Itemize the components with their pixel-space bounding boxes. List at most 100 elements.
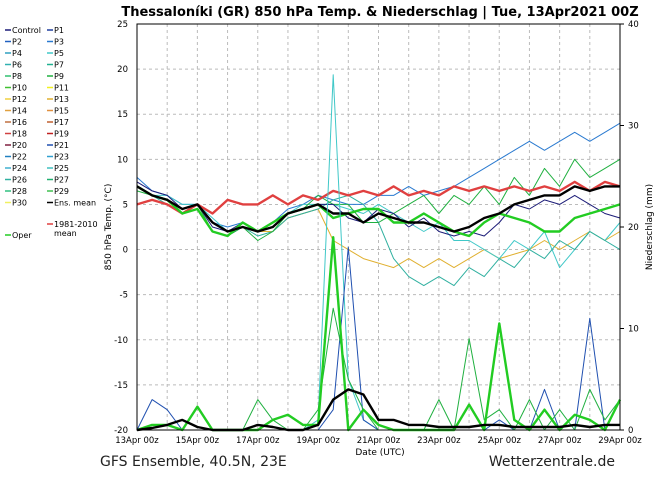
legend-item: P19 (47, 130, 69, 139)
legend-item: P13 (47, 95, 69, 104)
y-right-tick-label: 30 (628, 122, 639, 132)
legend-label: P16 (12, 118, 27, 127)
legend-label: P17 (54, 118, 69, 127)
legend-item: P8 (5, 72, 22, 81)
legend-label: P29 (54, 187, 69, 196)
legend-label: P22 (12, 153, 27, 162)
temperature-line-1981-2010-mean (136, 180, 621, 215)
y-axis-right-label: Niederschlag (mm) (645, 184, 655, 270)
legend-label: P13 (54, 95, 69, 104)
legend-item: P6 (5, 61, 22, 70)
y-right-tick-label: 20 (628, 223, 639, 233)
legend-item: P7 (47, 61, 64, 70)
legend-item: P17 (47, 118, 69, 127)
legend-item: Oper (5, 231, 32, 240)
y-right-tick-label: 0 (628, 426, 633, 436)
legend-item: P28 (5, 187, 27, 196)
legend-item: Ens. mean (47, 199, 96, 208)
legend-label: Control (12, 26, 41, 35)
temperature-line-p5 (136, 185, 621, 269)
legend-label: P27 (54, 176, 69, 185)
legend-label: P18 (12, 130, 27, 139)
footer-model-location: GFS Ensemble, 40.5N, 23E (100, 454, 287, 470)
chart-title: Thessaloníki (GR) 850 hPa Temp. & Nieder… (121, 5, 638, 20)
legend-label: mean (54, 229, 77, 238)
y-right-tick-label: 10 (628, 325, 639, 335)
grid (137, 24, 620, 430)
y-tick-label: -10 (114, 336, 128, 346)
legend-label: P20 (12, 141, 27, 150)
legend-label: P9 (54, 72, 64, 81)
legend-item: P2 (5, 38, 22, 47)
legend-item: P11 (47, 84, 69, 93)
x-tick-label: 15Apr 00z (176, 436, 220, 446)
legend-label: P28 (12, 187, 27, 196)
y-tick-label: 10 (117, 155, 128, 165)
legend-label: P7 (54, 61, 64, 70)
footer-source: Wetterzentrale.de (489, 454, 615, 470)
x-tick-label: 21Apr 00z (357, 436, 401, 446)
y-axis-label: 850 hPa Temp. (°C) (104, 184, 114, 271)
legend-label: P8 (12, 72, 22, 81)
legend-label: P26 (12, 176, 27, 185)
legend-item: P22 (5, 153, 27, 162)
y-tick-label: -5 (120, 291, 128, 301)
x-axis-label: Date (UTC) (355, 448, 404, 458)
legend-label: P21 (54, 141, 69, 150)
legend-item: P29 (47, 187, 69, 196)
x-tick-label: 17Apr 00z (236, 436, 280, 446)
x-tick-label: 27Apr 00z (538, 436, 582, 446)
x-tick-label: 13Apr 00z (115, 436, 159, 446)
legend-label: P23 (54, 153, 69, 162)
y-tick-label: 25 (117, 20, 128, 30)
y-tick-label: -20 (114, 426, 128, 436)
legend-item: Control (5, 26, 41, 35)
legend-label: P6 (12, 61, 22, 70)
legend-label: P25 (54, 164, 69, 173)
legend-label: P14 (12, 107, 27, 116)
x-tick-label: 25Apr 00z (477, 436, 521, 446)
legend-label: P1 (54, 26, 64, 35)
legend-item: P20 (5, 141, 27, 150)
legend-label: P24 (12, 164, 27, 173)
legend-item: P9 (47, 72, 64, 81)
temperature-line-oper (136, 185, 621, 238)
legend-item: P3 (47, 38, 64, 47)
y-tick-label: 5 (123, 200, 128, 210)
legend-label: P10 (12, 84, 27, 93)
legend-item: P15 (47, 107, 69, 116)
legend-item: P4 (5, 49, 22, 58)
legend-item: P27 (47, 176, 69, 185)
legend-item: P10 (5, 84, 27, 93)
legend-item: P21 (47, 141, 69, 150)
legend-label: P4 (12, 49, 22, 58)
legend-label: P30 (12, 199, 27, 208)
y-tick-label: 20 (117, 65, 128, 75)
legend-label: P2 (12, 38, 22, 47)
legend-label: P12 (12, 95, 27, 104)
x-tick-label: 19Apr 00z (296, 436, 340, 446)
temperature-line-ens-mean (136, 185, 620, 233)
legend-label: P5 (54, 49, 64, 58)
legend-label: Ens. mean (54, 199, 96, 208)
legend: Control P1 P2 P3 P4 P5 P6 P7 P8 P9 P10 P11 P12 P13 P14… (5, 26, 98, 240)
legend-item: P1 (47, 26, 64, 35)
y-tick-label: 0 (123, 246, 128, 256)
legend-item: P25 (47, 164, 69, 173)
legend-item: P18 (5, 130, 27, 139)
legend-item: P23 (47, 153, 69, 162)
axis-ticks: -20 -15 -10 -5 0 5 10 15 20 25 0 10 20 30 40 13Apr 00z 1… (114, 20, 642, 446)
legend-item: P30 (5, 199, 27, 208)
y-right-tick-label: 40 (628, 20, 639, 30)
legend-label: P3 (54, 38, 64, 47)
legend-item: P16 (5, 118, 27, 127)
legend-label: P19 (54, 130, 69, 139)
legend-item: P14 (5, 107, 27, 116)
y-tick-label: -15 (114, 381, 128, 391)
legend-label: 1981-2010 (54, 220, 98, 229)
legend-label: P15 (54, 107, 69, 116)
legend-item: P5 (47, 49, 64, 58)
legend-item: P24 (5, 164, 27, 173)
